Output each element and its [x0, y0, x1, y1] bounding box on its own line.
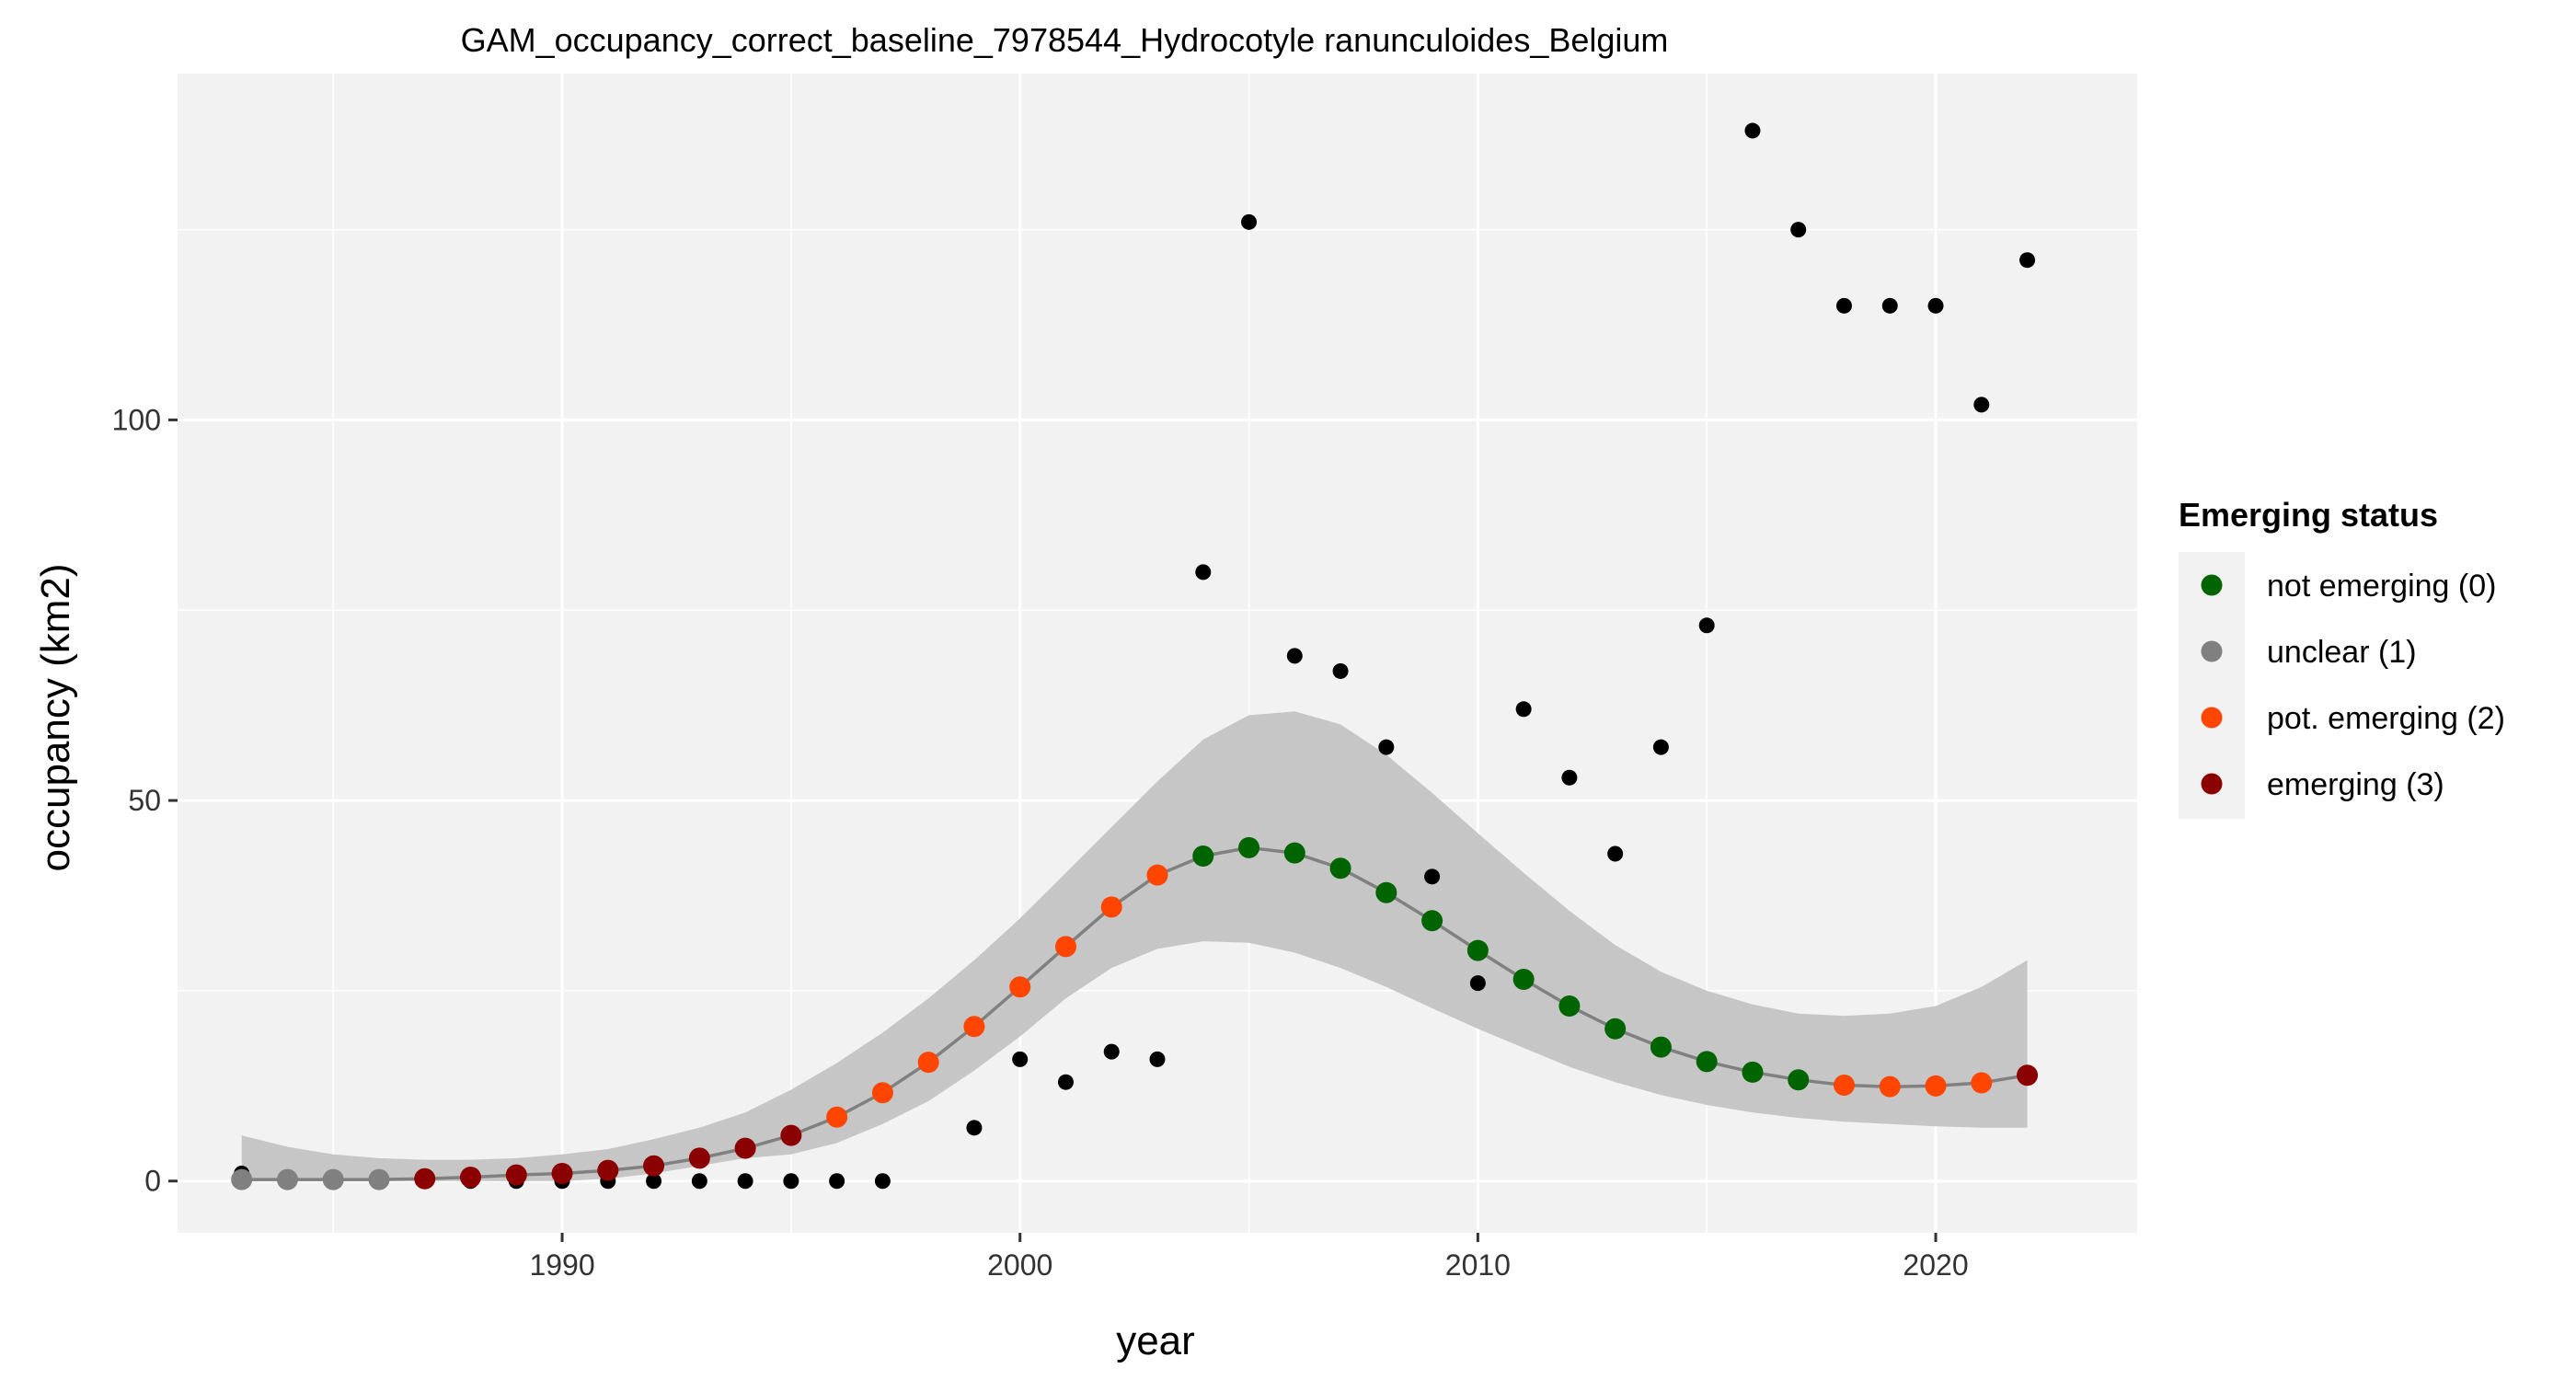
legend-entries: not emerging (0) unclear (1) pot. emerging…	[2201, 569, 2505, 802]
fit-point	[688, 1147, 710, 1169]
legend-label-2: pot. emerging (2)	[2267, 701, 2505, 736]
observed-point	[737, 1173, 753, 1190]
observed-point	[1241, 213, 1258, 230]
x-tick-label: 2020	[1903, 1248, 1968, 1282]
observed-point	[1881, 297, 1898, 314]
observed-point	[1195, 564, 1212, 581]
observed-point	[1378, 739, 1395, 755]
observed-point	[1469, 975, 1486, 992]
observed-point	[1790, 222, 1807, 238]
observed-point	[646, 1173, 662, 1190]
x-tick-label: 2010	[1445, 1248, 1511, 1282]
fit-point	[917, 1052, 939, 1074]
fit-point	[1466, 939, 1489, 961]
fit-point	[1604, 1018, 1627, 1040]
observed-point	[966, 1120, 983, 1136]
observed-point	[1698, 617, 1715, 634]
fit-point	[1879, 1075, 1901, 1098]
legend-key-1	[2201, 640, 2223, 662]
observed-point	[1103, 1043, 1120, 1060]
observed-point	[1149, 1051, 1166, 1067]
chart-title: GAM_occupancy_correct_baseline_7978544_H…	[461, 21, 1669, 59]
legend-key-3	[2201, 773, 2223, 795]
x-tick-label: 2000	[987, 1248, 1052, 1282]
observed-point	[1744, 122, 1761, 139]
y-tick-label: 100	[112, 403, 161, 436]
y-axis: 0 50 100	[112, 403, 178, 1198]
observed-point	[1057, 1074, 1074, 1090]
observed-point	[1607, 845, 1624, 862]
fit-point	[826, 1106, 848, 1128]
observed-point	[691, 1173, 707, 1190]
observed-point	[2019, 252, 2036, 269]
observed-point	[1652, 739, 1669, 755]
observed-point	[1973, 397, 1990, 413]
fit-point	[1788, 1069, 1810, 1091]
observed-point	[874, 1173, 891, 1190]
observed-point	[1835, 297, 1852, 314]
observed-point	[1012, 1051, 1029, 1067]
fit-point	[505, 1164, 527, 1186]
fit-point	[551, 1162, 573, 1184]
x-axis: 1990 2000 2010 2020	[529, 1233, 1969, 1282]
observed-point	[1286, 648, 1303, 664]
fit-point	[414, 1167, 436, 1190]
fit-point	[871, 1082, 893, 1104]
fit-point	[368, 1168, 390, 1190]
fit-point	[1009, 976, 1031, 998]
fit-point	[1054, 936, 1076, 958]
fit-point	[780, 1124, 802, 1146]
fit-point	[1375, 881, 1397, 903]
fit-point	[1696, 1051, 1718, 1073]
fit-point	[1238, 836, 1260, 858]
fit-points	[231, 836, 2039, 1190]
fit-point	[1192, 845, 1214, 867]
x-axis-title: year	[1116, 1318, 1195, 1363]
fit-point	[1146, 864, 1168, 886]
fit-point	[1100, 896, 1122, 918]
fit-point	[322, 1168, 344, 1190]
fit-point	[231, 1168, 253, 1190]
y-tick-label: 50	[128, 784, 161, 817]
legend-label-3: emerging (3)	[2267, 767, 2444, 802]
observed-point	[783, 1173, 799, 1190]
legend-label-1: unclear (1)	[2267, 635, 2417, 670]
legend-key-2	[2201, 707, 2223, 729]
fit-point	[1421, 910, 1443, 932]
observed-point	[829, 1173, 845, 1190]
fit-point	[1283, 842, 1305, 864]
y-tick-label: 0	[144, 1165, 161, 1198]
fit-point	[597, 1159, 619, 1181]
fit-point	[460, 1167, 482, 1189]
grid-minor	[178, 74, 2137, 1233]
observed-point	[1927, 297, 1944, 314]
legend: Emerging status not emerging (0) unclear …	[2179, 496, 2505, 819]
legend-label-0: not emerging (0)	[2267, 569, 2496, 604]
confidence-ribbon	[241, 711, 2028, 1181]
legend-title: Emerging status	[2179, 496, 2438, 534]
fit-point	[1742, 1061, 1764, 1083]
fit-point	[1329, 857, 1351, 880]
observed-point	[1424, 868, 1441, 885]
fit-point	[1925, 1075, 1947, 1097]
legend-key-0	[2201, 574, 2223, 596]
fit-point	[734, 1137, 756, 1159]
fit-point	[2017, 1064, 2039, 1087]
fit-point	[1650, 1036, 1672, 1058]
observed-point	[1515, 701, 1532, 718]
x-tick-label: 1990	[529, 1248, 594, 1282]
fit-point	[643, 1155, 665, 1177]
observed-point	[1561, 769, 1578, 786]
fit-point	[1512, 969, 1535, 991]
fit-point	[963, 1016, 985, 1038]
gam-fit-line	[241, 845, 2028, 1181]
fit-point	[276, 1168, 298, 1190]
fit-point	[1558, 995, 1581, 1017]
observed-point	[1332, 662, 1349, 679]
fit-point	[1833, 1075, 1855, 1097]
y-axis-title: occupancy (km2)	[33, 563, 78, 871]
fit-point	[1971, 1072, 1993, 1094]
